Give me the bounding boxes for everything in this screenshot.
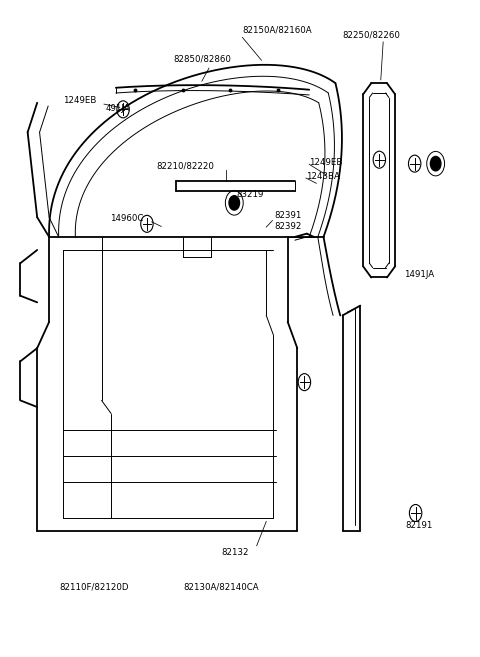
Text: 82210/82220: 82210/82220 [156, 161, 214, 170]
Text: 82850/82860: 82850/82860 [173, 55, 231, 64]
Text: 14960C: 14960C [110, 214, 144, 223]
Text: 82391: 82391 [275, 212, 302, 221]
Circle shape [229, 196, 240, 210]
Text: 82110F/82120D: 82110F/82120D [60, 582, 129, 591]
Text: 1243BA: 1243BA [306, 172, 340, 181]
Text: 82250/82260: 82250/82260 [342, 30, 400, 39]
Text: 491JA: 491JA [106, 104, 130, 113]
Text: 82191: 82191 [405, 521, 432, 530]
Text: 1249EB: 1249EB [309, 158, 343, 167]
Text: 82132: 82132 [221, 548, 249, 556]
Text: 82392: 82392 [275, 222, 302, 231]
Text: 82150A/82160A: 82150A/82160A [242, 25, 312, 34]
Text: 82130A/82140CA: 82130A/82140CA [183, 582, 259, 591]
Circle shape [431, 156, 441, 171]
Text: 1491JA: 1491JA [404, 270, 434, 279]
Text: 1249EB: 1249EB [63, 97, 97, 105]
Text: 83219: 83219 [237, 190, 264, 199]
